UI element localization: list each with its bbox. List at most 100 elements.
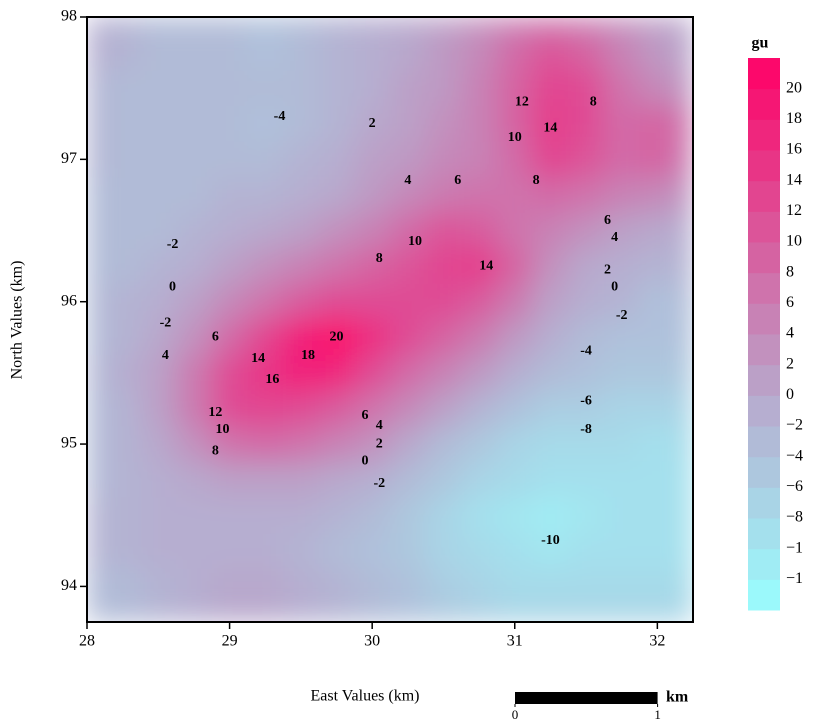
- field-cell: [639, 533, 676, 570]
- field-cell: [390, 604, 427, 622]
- field-cell: [461, 533, 498, 570]
- colorbar-tick-label: −1: [786, 570, 803, 587]
- field-cell: [390, 17, 427, 36]
- field-cell: [176, 105, 213, 143]
- field-cell: [87, 355, 106, 392]
- field-cell: [603, 141, 641, 178]
- field-cell: [390, 34, 427, 71]
- colorbar-tick-label: −2: [786, 417, 803, 434]
- field-cell: [390, 212, 427, 249]
- colorbar-tick-label: 0: [786, 386, 794, 403]
- contour-label: 6: [604, 213, 611, 228]
- field-cell: [87, 141, 106, 178]
- field-cell: [318, 177, 355, 214]
- field-cell: [104, 319, 141, 356]
- field-cell: [675, 70, 693, 107]
- field-cell: [176, 70, 213, 107]
- field-cell: [639, 248, 676, 285]
- field-cell: [496, 533, 534, 570]
- field-cell: [354, 141, 391, 178]
- field-cell: [247, 390, 284, 427]
- field-cell: [104, 426, 141, 463]
- field-cell: [675, 390, 693, 427]
- field-cell: [532, 604, 569, 622]
- field-cell: [639, 461, 676, 498]
- field-cell: [318, 461, 355, 498]
- field-cell: [425, 461, 462, 498]
- field-cell: [104, 212, 141, 249]
- field-cell: [247, 283, 284, 320]
- colorbar-tick-label: −4: [786, 447, 803, 464]
- field-cell: [104, 461, 141, 498]
- x-tick-label: 31: [507, 633, 523, 650]
- field-cell: [87, 17, 106, 36]
- field-cell: [639, 212, 676, 249]
- field-cell: [211, 426, 248, 463]
- field-cell: [247, 17, 284, 36]
- field-cell: [675, 568, 693, 605]
- field-cell: [87, 212, 106, 249]
- contour-label: 12: [208, 405, 222, 420]
- field-cell: [318, 497, 355, 534]
- field-cell: [318, 390, 355, 427]
- field-cell: [354, 34, 391, 71]
- field-cell: [140, 248, 177, 285]
- field-cell: [603, 461, 641, 498]
- field-cell: [425, 604, 462, 622]
- contour-label: -2: [373, 476, 385, 491]
- field-cell: [176, 248, 213, 285]
- field-cell: [318, 70, 355, 107]
- field-cell: [390, 355, 427, 392]
- field-cell: [283, 177, 320, 214]
- field-cell: [603, 283, 641, 320]
- field-cell: [603, 105, 641, 143]
- field-cell: [675, 248, 693, 285]
- field-cell: [87, 105, 106, 143]
- field-cell: [603, 568, 641, 605]
- field-cell: [496, 34, 534, 71]
- field-cell: [140, 105, 177, 143]
- contour-label: -4: [580, 344, 592, 359]
- field-cell: [461, 355, 498, 392]
- field-cell: [283, 497, 320, 534]
- field-cell: [425, 568, 462, 605]
- field-cell: [639, 34, 676, 71]
- contour-label: 10: [408, 234, 422, 249]
- field-cell: [568, 105, 605, 143]
- colorbar-swatch: [748, 426, 780, 458]
- field-cell: [283, 319, 320, 356]
- field-cell: [461, 604, 498, 622]
- field-cell: [354, 568, 391, 605]
- field-cell: [461, 177, 498, 214]
- colorbar-swatch: [748, 456, 780, 488]
- field-cell: [568, 426, 605, 463]
- field-cell: [211, 355, 248, 392]
- colorbar-swatch: [748, 58, 780, 90]
- field-cell: [211, 533, 248, 570]
- field-cell: [425, 426, 462, 463]
- field-cell: [354, 497, 391, 534]
- field-cell: [318, 105, 355, 143]
- field-cell: [247, 319, 284, 356]
- field-cell: [87, 461, 106, 498]
- field-cell: [568, 283, 605, 320]
- contour-label: 6: [212, 330, 219, 345]
- field-cell: [568, 70, 605, 107]
- field-cell: [461, 497, 498, 534]
- field-cell: [390, 248, 427, 285]
- field-cell: [496, 604, 534, 622]
- colorbar-tick-label: 4: [786, 325, 794, 342]
- field-cell: [176, 319, 213, 356]
- field-cell: [496, 141, 534, 178]
- field-cell: [87, 70, 106, 107]
- field-cell: [354, 177, 391, 214]
- field-cell: [603, 497, 641, 534]
- field-cell: [675, 34, 693, 71]
- contour-label: -6: [580, 394, 592, 409]
- field-cell: [639, 283, 676, 320]
- contour-label: -8: [580, 422, 592, 437]
- field-cell: [104, 568, 141, 605]
- field-cell: [87, 283, 106, 320]
- field-cell: [140, 141, 177, 178]
